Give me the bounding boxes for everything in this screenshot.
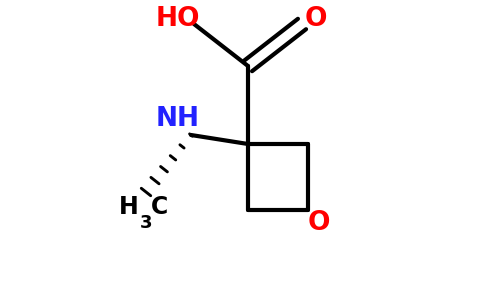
Text: NH: NH: [155, 106, 199, 131]
Text: O: O: [307, 211, 330, 236]
Text: C: C: [151, 195, 168, 219]
Text: H: H: [119, 195, 138, 219]
Text: O: O: [304, 7, 327, 32]
Text: HO: HO: [155, 7, 200, 32]
Text: 3: 3: [140, 214, 152, 232]
